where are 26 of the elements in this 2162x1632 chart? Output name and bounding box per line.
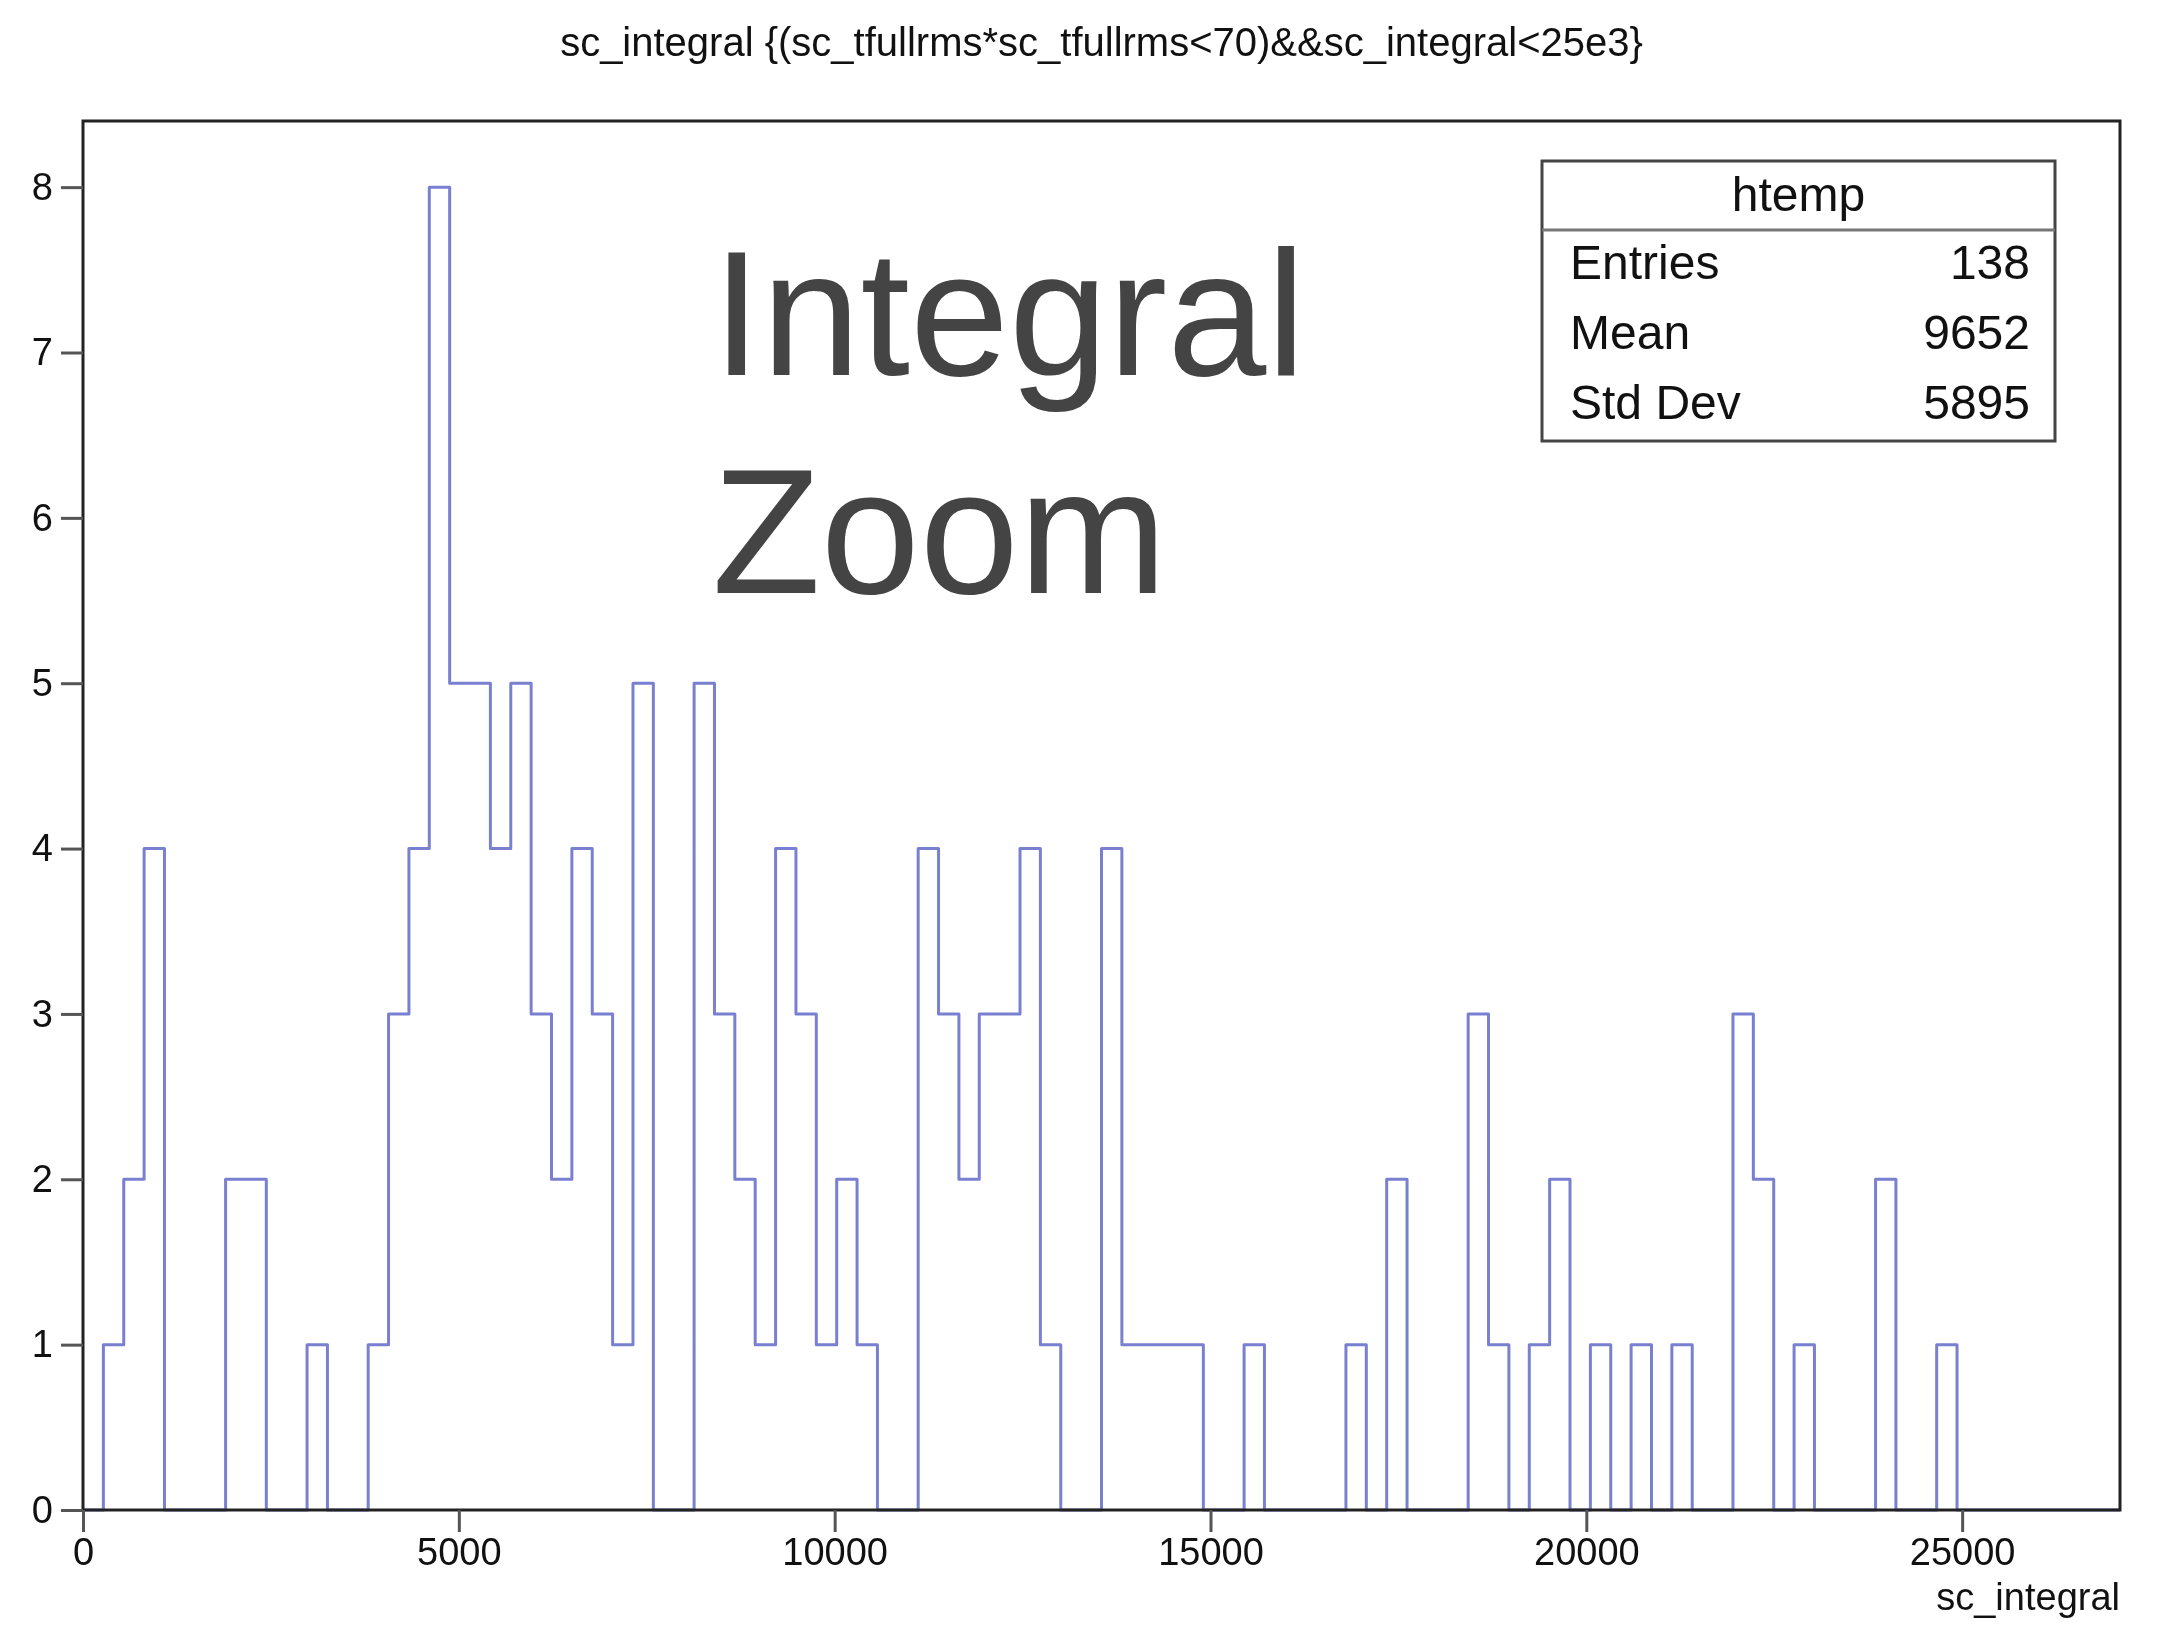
chart-title: sc_integral {(sc_tfullrms*sc_tfullrms<70)&&sc_integral<25e3}	[560, 20, 1643, 64]
x-tick-label: 10000	[782, 1530, 888, 1573]
annotation: Std Dev	[1570, 376, 1741, 429]
x-tick-label: 5000	[417, 1530, 502, 1573]
y-tick-label: 0	[31, 1488, 53, 1531]
y-tick-label: 8	[31, 165, 53, 208]
y-tick-label: 5	[31, 661, 53, 704]
y-tick-label: 6	[31, 496, 53, 539]
x-axis-title: sc_integral	[1936, 1576, 2120, 1618]
y-tick-label: 7	[31, 331, 53, 374]
x-tick-label: 20000	[1533, 1530, 1640, 1573]
x-tick-label: 25000	[1909, 1530, 2016, 1573]
y-tick-label: 2	[31, 1157, 53, 1200]
annotation: Mean	[1570, 306, 1691, 359]
annotation: Integral	[712, 214, 1306, 413]
y-tick-label: 1	[31, 1323, 53, 1366]
annotation: 138	[1949, 236, 2030, 289]
annotation: htemp	[1731, 168, 1866, 221]
y-tick-label: 4	[31, 827, 53, 870]
x-tick-label: 0	[72, 1530, 95, 1573]
annotation: Zoom	[712, 432, 1167, 631]
y-tick-label: 3	[31, 992, 53, 1035]
annotation: Entries	[1570, 236, 1720, 289]
annotation: 9652	[1923, 306, 2030, 359]
annotation: 5895	[1923, 376, 2030, 429]
x-tick-label: 15000	[1158, 1530, 1264, 1573]
